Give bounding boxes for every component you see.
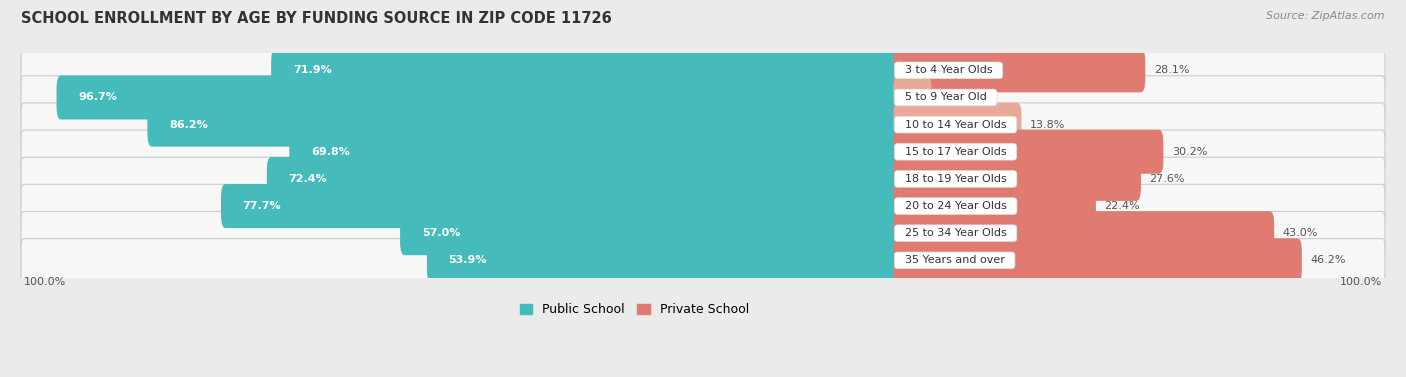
FancyBboxPatch shape	[427, 238, 903, 282]
FancyBboxPatch shape	[893, 48, 1146, 92]
FancyBboxPatch shape	[21, 49, 1385, 92]
FancyBboxPatch shape	[21, 239, 1385, 282]
Text: 57.0%: 57.0%	[422, 228, 460, 238]
Text: 86.2%: 86.2%	[169, 120, 208, 130]
FancyBboxPatch shape	[148, 103, 903, 147]
FancyBboxPatch shape	[893, 130, 1163, 174]
Text: 35 Years and over: 35 Years and over	[897, 255, 1011, 265]
Text: 18 to 19 Year Olds: 18 to 19 Year Olds	[897, 174, 1014, 184]
Text: 28.1%: 28.1%	[1154, 65, 1189, 75]
Text: 5 to 9 Year Old: 5 to 9 Year Old	[897, 92, 994, 103]
FancyBboxPatch shape	[893, 157, 1140, 201]
Text: 69.8%: 69.8%	[311, 147, 350, 157]
Text: 3.4%: 3.4%	[941, 92, 969, 103]
FancyBboxPatch shape	[893, 103, 1022, 147]
FancyBboxPatch shape	[401, 211, 903, 255]
FancyBboxPatch shape	[893, 238, 1302, 282]
FancyBboxPatch shape	[893, 211, 1274, 255]
Text: SCHOOL ENROLLMENT BY AGE BY FUNDING SOURCE IN ZIP CODE 11726: SCHOOL ENROLLMENT BY AGE BY FUNDING SOUR…	[21, 11, 612, 26]
FancyBboxPatch shape	[21, 184, 1385, 228]
FancyBboxPatch shape	[56, 75, 903, 120]
Text: 96.7%: 96.7%	[79, 92, 117, 103]
Text: 46.2%: 46.2%	[1310, 255, 1346, 265]
FancyBboxPatch shape	[221, 184, 903, 228]
Text: 77.7%: 77.7%	[243, 201, 281, 211]
Text: 53.9%: 53.9%	[449, 255, 486, 265]
FancyBboxPatch shape	[21, 130, 1385, 173]
Text: 13.8%: 13.8%	[1031, 120, 1066, 130]
Text: 20 to 24 Year Olds: 20 to 24 Year Olds	[897, 201, 1014, 211]
FancyBboxPatch shape	[271, 48, 903, 92]
Text: 30.2%: 30.2%	[1173, 147, 1208, 157]
FancyBboxPatch shape	[21, 211, 1385, 255]
FancyBboxPatch shape	[267, 157, 903, 201]
Legend: Public School, Private School: Public School, Private School	[515, 298, 754, 321]
FancyBboxPatch shape	[893, 75, 931, 120]
Text: 22.4%: 22.4%	[1105, 201, 1140, 211]
Text: 3 to 4 Year Olds: 3 to 4 Year Olds	[897, 65, 1000, 75]
Text: 71.9%: 71.9%	[292, 65, 332, 75]
Text: 15 to 17 Year Olds: 15 to 17 Year Olds	[897, 147, 1014, 157]
FancyBboxPatch shape	[21, 76, 1385, 119]
FancyBboxPatch shape	[21, 103, 1385, 146]
Text: 100.0%: 100.0%	[1340, 277, 1382, 287]
Text: 25 to 34 Year Olds: 25 to 34 Year Olds	[897, 228, 1014, 238]
Text: Source: ZipAtlas.com: Source: ZipAtlas.com	[1267, 11, 1385, 21]
Text: 100.0%: 100.0%	[24, 277, 66, 287]
Text: 72.4%: 72.4%	[288, 174, 328, 184]
FancyBboxPatch shape	[893, 184, 1095, 228]
Text: 10 to 14 Year Olds: 10 to 14 Year Olds	[897, 120, 1014, 130]
Text: 27.6%: 27.6%	[1150, 174, 1185, 184]
FancyBboxPatch shape	[21, 157, 1385, 201]
FancyBboxPatch shape	[290, 130, 903, 174]
Text: 43.0%: 43.0%	[1282, 228, 1319, 238]
